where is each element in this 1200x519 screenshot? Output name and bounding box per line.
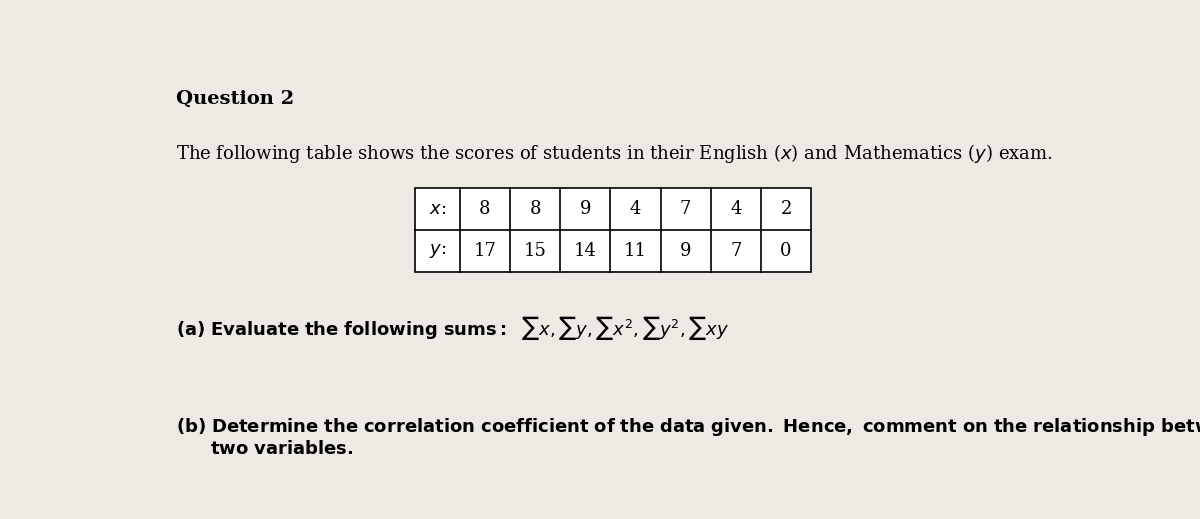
Text: $y$:: $y$: <box>428 242 446 260</box>
Text: 2: 2 <box>780 200 792 218</box>
Text: 11: 11 <box>624 242 647 260</box>
Text: 4: 4 <box>630 200 641 218</box>
Text: 14: 14 <box>574 242 596 260</box>
Bar <box>415 188 811 272</box>
Text: 9: 9 <box>580 200 590 218</box>
Text: 15: 15 <box>523 242 546 260</box>
Text: 7: 7 <box>731 242 742 260</box>
Text: 9: 9 <box>680 242 691 260</box>
Text: 8: 8 <box>479 200 491 218</box>
Text: $\mathbf{two\ variables.}$: $\mathbf{two\ variables.}$ <box>210 440 353 458</box>
Text: 7: 7 <box>680 200 691 218</box>
Text: $x$:: $x$: <box>428 200 446 218</box>
Text: 17: 17 <box>473 242 497 260</box>
Text: Question 2: Question 2 <box>176 90 294 108</box>
Text: 8: 8 <box>529 200 541 218</box>
Text: 0: 0 <box>780 242 792 260</box>
Text: $\mathbf{(a)}$ $\mathbf{Evaluate\ the\ following\ sums:}$  $\sum x, \sum y, \sum: $\mathbf{(a)}$ $\mathbf{Evaluate\ the\ f… <box>176 314 730 342</box>
Text: 4: 4 <box>731 200 742 218</box>
Text: The following table shows the scores of students in their English ($x$) and Math: The following table shows the scores of … <box>176 142 1052 165</box>
Text: $\mathbf{(b)\ Determine\ the\ correlation\ coefficient\ of\ the\ data\ given.\ H: $\mathbf{(b)\ Determine\ the\ correlatio… <box>176 416 1200 438</box>
